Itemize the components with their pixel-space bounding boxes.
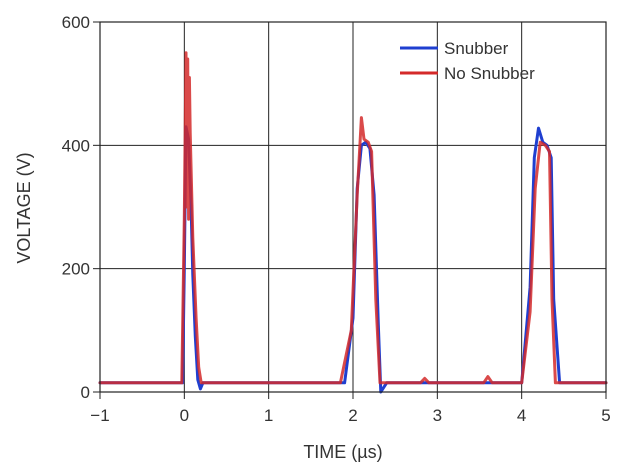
series-layer [98,51,608,394]
x-tick-label: −1 [90,406,109,425]
y-axis-title: VOLTAGE (V) [14,152,34,263]
x-tick-label: 1 [264,406,273,425]
x-tick-label: 2 [348,406,357,425]
x-tick-label: 4 [517,406,526,425]
legend-label-snubber: Snubber [444,39,509,58]
x-tick-label: 0 [180,406,189,425]
legend-label-no-snubber: No Snubber [444,64,535,83]
series-line-no-snubber [98,51,608,385]
y-tick-label: 400 [62,136,90,155]
x-tick-label: 5 [601,406,610,425]
y-tick-label: 600 [62,13,90,32]
legend: Snubber No Snubber [400,39,535,83]
y-tick-label: 0 [81,383,90,402]
y-tick-label: 200 [62,260,90,279]
x-axis-title: TIME (µs) [303,442,382,462]
x-tick-label: 3 [433,406,442,425]
